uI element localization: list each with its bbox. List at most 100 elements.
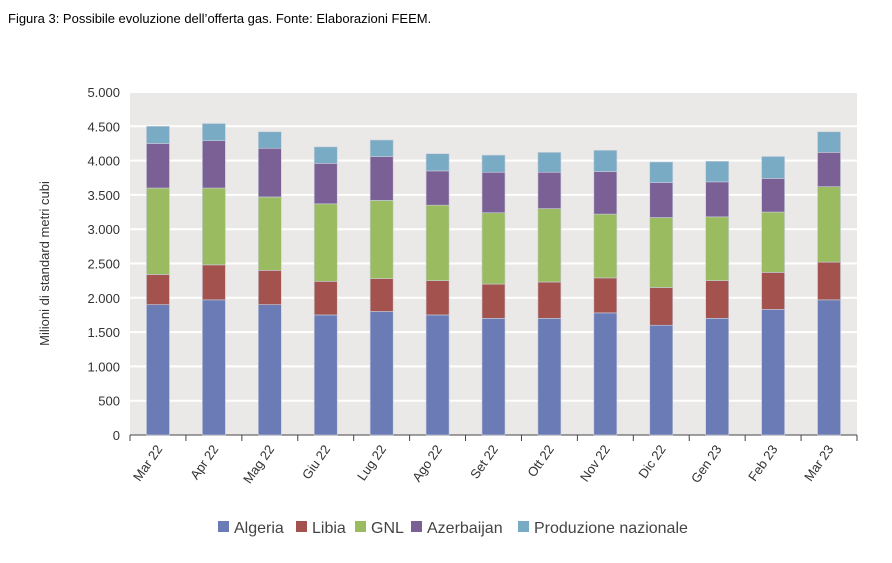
bar-segment-gnl: [313, 203, 338, 282]
bar-segment-algeria: [202, 299, 226, 436]
bar-segment-azerbaijan: [649, 182, 674, 218]
bar-segment-algeria: [258, 304, 282, 436]
bar-segment-produzione-nazionale: [705, 160, 729, 183]
bar-segment-azerbaijan: [425, 170, 450, 206]
bar-segment-algeria: [146, 304, 170, 436]
bar-segment-azerbaijan: [481, 171, 506, 214]
bar-segment-azerbaijan: [313, 163, 338, 205]
x-tick-label: Dic 22: [635, 442, 668, 481]
bar-segment-libia: [537, 281, 562, 319]
figure-caption: Figura 3: Possibile evoluzione dell’offe…: [8, 11, 432, 26]
bar-segment-azerbaijan: [369, 156, 394, 201]
bar-segment-libia: [369, 278, 394, 312]
y-tick-label: 1.500: [87, 325, 120, 340]
y-tick-label: 4.000: [87, 154, 120, 169]
bar-segment-libia: [481, 283, 506, 319]
bar-segment-produzione-nazionale: [817, 131, 841, 153]
x-tick-label: Ott 22: [524, 442, 557, 480]
bar-segment-gnl: [202, 187, 226, 266]
legend-swatch: [296, 521, 307, 532]
bar-segment-libia: [313, 281, 338, 316]
bar-segment-libia: [202, 264, 226, 301]
bar-segment-produzione-nazionale: [593, 150, 618, 172]
x-tick-label: Lug 22: [354, 442, 389, 483]
bar-segment-produzione-nazionale: [649, 161, 674, 183]
x-tick-label: Ago 22: [409, 442, 445, 484]
bar-segment-libia: [258, 270, 282, 305]
bar-segment-algeria: [705, 318, 729, 436]
x-tick-label: Gen 23: [688, 442, 725, 486]
bar-segment-algeria: [369, 311, 394, 436]
legend-label: Produzione nazionale: [534, 520, 688, 537]
bar-segment-gnl: [481, 212, 506, 285]
bar-segment-libia: [146, 274, 170, 305]
bar-segment-azerbaijan: [705, 181, 729, 218]
y-tick-label: 0: [113, 428, 120, 443]
bar-segment-gnl: [761, 211, 785, 273]
bar-segment-gnl: [817, 186, 841, 263]
bar-segment-algeria: [817, 299, 841, 436]
bar-segment-produzione-nazionale: [761, 156, 785, 179]
bar-segment-gnl: [258, 196, 282, 271]
bar-segment-produzione-nazionale: [146, 126, 170, 144]
bar-segment-azerbaijan: [537, 171, 562, 209]
legend-label: Libia: [312, 520, 346, 537]
bar-segment-azerbaijan: [258, 147, 282, 198]
bar-segment-libia: [761, 272, 785, 310]
x-tick-label: Apr 22: [187, 442, 221, 482]
y-tick-label: 3.000: [87, 222, 120, 237]
y-tick-label: 500: [98, 394, 120, 409]
y-tick-label: 3.500: [87, 188, 120, 203]
bar-segment-algeria: [761, 309, 785, 436]
bar-segment-algeria: [649, 324, 674, 436]
x-tick-label: Mar 23: [801, 442, 836, 484]
bar-segment-gnl: [537, 208, 562, 283]
x-tick-label: Feb 23: [745, 442, 781, 484]
bar-segment-gnl: [593, 213, 618, 279]
y-tick-label: 5.000: [87, 85, 120, 100]
y-tick-label: 2.500: [87, 257, 120, 272]
bar-segment-azerbaijan: [761, 178, 785, 213]
y-axis-label: Milioni di standard metri cubi: [37, 181, 52, 346]
bar-segment-algeria: [425, 314, 450, 436]
x-tick-label: Giu 22: [299, 442, 333, 482]
bar-segment-algeria: [537, 318, 562, 436]
bar-segment-algeria: [481, 318, 506, 436]
bar-segment-azerbaijan: [593, 171, 618, 215]
x-tick-label: Nov 22: [577, 442, 613, 484]
bar-segment-produzione-nazionale: [313, 146, 338, 164]
bar-segment-gnl: [649, 217, 674, 288]
y-tick-label: 4.500: [87, 119, 120, 134]
bar-segment-produzione-nazionale: [258, 131, 282, 149]
bar-segment-libia: [649, 287, 674, 326]
bar-segment-algeria: [313, 314, 338, 436]
legend-swatch: [218, 521, 229, 532]
x-tick-label: Mar 22: [130, 442, 165, 484]
legend-label: GNL: [371, 520, 404, 537]
bar-segment-gnl: [705, 216, 729, 281]
bar-segment-produzione-nazionale: [425, 153, 450, 172]
bar-segment-azerbaijan: [817, 152, 841, 187]
bar-segment-libia: [593, 277, 618, 314]
bar-segment-libia: [705, 280, 729, 319]
bar-segment-azerbaijan: [146, 143, 170, 189]
legend-label: Algeria: [234, 520, 284, 537]
x-tick-label: Mag 22: [240, 442, 277, 486]
bar-segment-azerbaijan: [202, 140, 226, 189]
y-tick-label: 1.000: [87, 359, 120, 374]
bar-segment-produzione-nazionale: [481, 154, 506, 173]
bar-segment-libia: [817, 261, 841, 301]
bar-segment-algeria: [593, 312, 618, 436]
bar-segment-gnl: [369, 200, 394, 279]
legend-label: Azerbaijan: [427, 520, 503, 537]
y-tick-label: 2.000: [87, 291, 120, 306]
x-tick-label: Set 22: [467, 442, 501, 481]
legend-swatch: [411, 521, 422, 532]
bar-segment-gnl: [146, 187, 170, 275]
bar-segment-gnl: [425, 204, 450, 281]
legend-swatch: [355, 521, 366, 532]
legend-swatch: [518, 521, 529, 532]
bar-segment-produzione-nazionale: [537, 152, 562, 173]
bar-segment-libia: [425, 280, 450, 316]
bar-segment-produzione-nazionale: [202, 123, 226, 142]
